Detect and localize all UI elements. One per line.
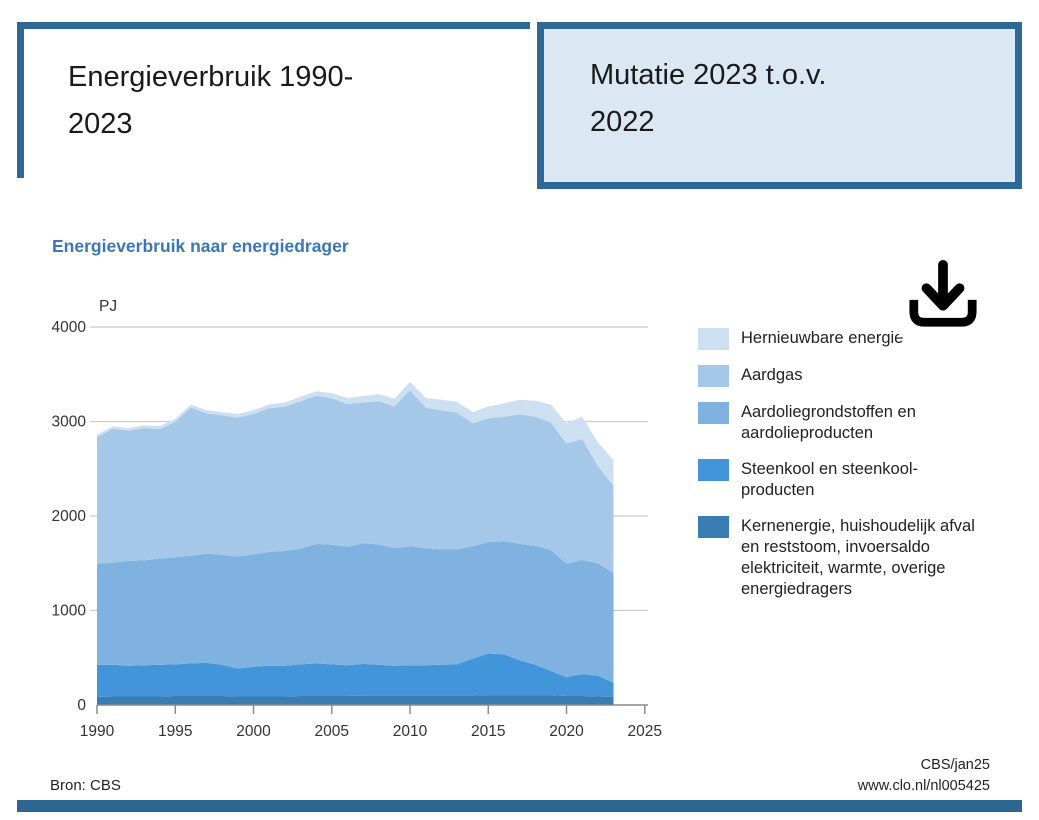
legend-swatch <box>698 402 729 424</box>
svg-text:2000: 2000 <box>236 723 271 740</box>
legend-item: Steenkool en steenkool- producten <box>698 459 1018 501</box>
svg-text:PJ: PJ <box>99 298 117 315</box>
legend-swatch <box>698 516 729 538</box>
credit-block: CBS/jan25 www.clo.nl/nl005425 <box>858 755 990 797</box>
svg-text:1995: 1995 <box>158 723 192 740</box>
legend-swatch <box>698 459 729 481</box>
svg-text:4000: 4000 <box>52 319 87 336</box>
legend-label: Kernenergie, huishoudelijk afval en rest… <box>741 517 975 598</box>
legend-label: Aardoliegrondstoffen en aardolieproducte… <box>741 403 916 442</box>
svg-text:0: 0 <box>77 697 86 714</box>
legend-item: Kernenergie, huishoudelijk afval en rest… <box>698 516 1018 600</box>
tab-energieverbruik-1990-2023[interactable]: Energieverbruik 1990-2023 <box>17 22 530 178</box>
svg-text:2020: 2020 <box>549 723 584 740</box>
source-note: Bron: CBS <box>50 777 121 794</box>
svg-text:2005: 2005 <box>315 723 349 740</box>
tab-label: Mutatie 2023 t.o.v. 2022 <box>590 59 827 138</box>
svg-text:2025: 2025 <box>628 723 662 740</box>
source-url[interactable]: www.clo.nl/nl005425 <box>857 778 990 794</box>
svg-text:3000: 3000 <box>52 414 87 431</box>
chart-title: Energieverbruik naar energiedrager <box>52 236 349 256</box>
svg-text:1990: 1990 <box>80 723 115 740</box>
tab-label: Energieverbruik 1990-2023 <box>68 61 354 140</box>
download-button[interactable] <box>899 255 987 337</box>
legend-label: Aardgas <box>741 366 803 384</box>
legend-label: Hernieuwbare energie <box>741 329 904 347</box>
legend-swatch <box>698 365 729 387</box>
legend-swatch <box>698 328 729 350</box>
tab-mutatie-2023-tov-2022[interactable]: Mutatie 2023 t.o.v. 2022 <box>537 22 1022 189</box>
download-icon <box>909 260 977 327</box>
svg-text:1000: 1000 <box>52 603 87 620</box>
legend-item: Hernieuwbare energie <box>698 328 1018 350</box>
chart-legend: Hernieuwbare energie Aardgas Aardoliegrond… <box>698 328 1018 600</box>
legend-item: Aardoliegrondstoffen en aardolieproducte… <box>698 402 1018 444</box>
stacked-area-chart: 1990 1995 2000 2005 2010 2015 2020 2025 0 1000 200… <box>52 298 663 740</box>
bottom-accent-bar <box>17 800 1022 812</box>
legend-item: Aardgas <box>698 365 1018 387</box>
svg-text:2010: 2010 <box>393 723 428 740</box>
svg-text:2015: 2015 <box>471 723 505 740</box>
legend-label: Steenkool en steenkool- producten <box>741 460 919 499</box>
credit-text: CBS/jan25 <box>920 757 990 773</box>
svg-text:2000: 2000 <box>52 508 87 525</box>
